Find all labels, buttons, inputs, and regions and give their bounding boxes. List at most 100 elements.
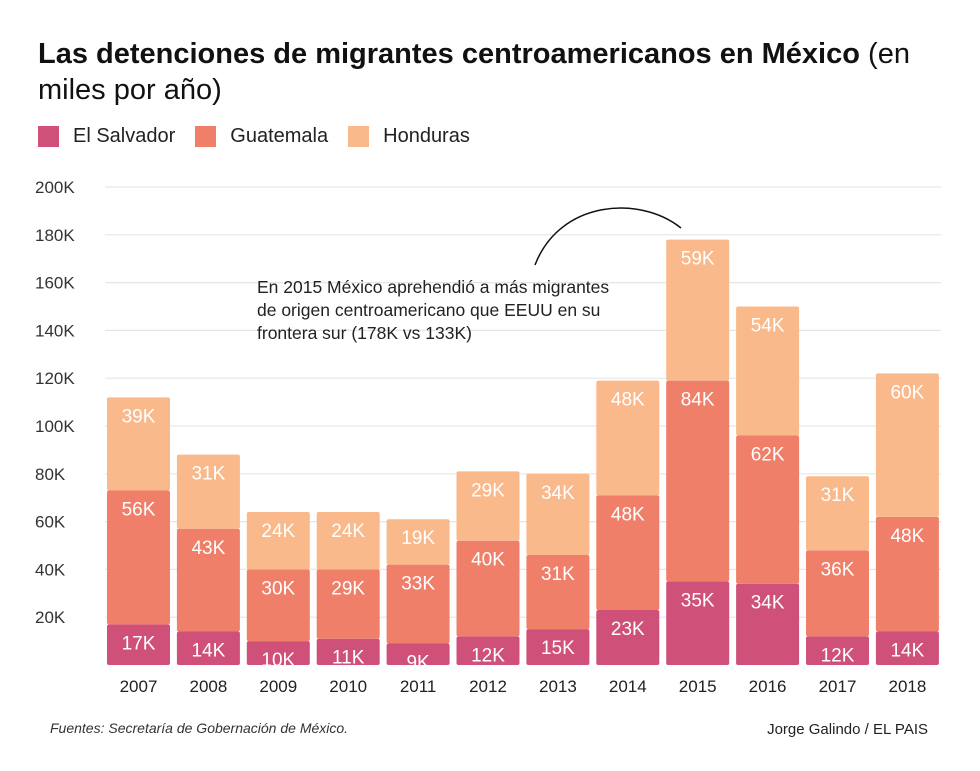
bar-segment (875, 631, 939, 665)
data-label: 39K (122, 406, 156, 427)
bar-segment (875, 516, 939, 632)
data-label: 31K (821, 485, 855, 506)
data-label: 60K (890, 382, 924, 403)
data-label: 14K (890, 641, 924, 662)
bar-segment (666, 380, 730, 582)
data-label: 12K (471, 645, 505, 666)
annotation: En 2015 México aprehendió a más migrante… (257, 277, 610, 343)
bar-segment (316, 512, 380, 570)
credit: Jorge Galindo / EL PAIS (767, 721, 928, 738)
data-label: 30K (261, 578, 295, 599)
data-label: 29K (471, 480, 505, 501)
data-label: 24K (261, 521, 295, 542)
bar-segment (875, 373, 939, 517)
bar-segment (107, 490, 170, 625)
x-tick-label: 2013 (539, 677, 577, 696)
data-label: 48K (890, 526, 924, 547)
data-label: 11K (332, 648, 365, 669)
y-tick-label: 120K (35, 369, 75, 388)
data-label: 12K (821, 645, 855, 666)
data-label: 54K (751, 316, 785, 337)
source-note: Fuentes: Secretaría de Gobernación de Mé… (50, 720, 349, 736)
bar-segment (736, 306, 800, 436)
bar-segment (596, 495, 660, 611)
bar-segment (526, 629, 590, 665)
bar-segment (176, 454, 240, 529)
bar-segment (736, 583, 800, 665)
data-label: 10K (261, 650, 295, 671)
bar-segment (386, 564, 450, 644)
y-tick-label: 20K (35, 608, 66, 627)
x-tick-label: 2016 (749, 677, 787, 696)
legend-item-honduras: Honduras (348, 125, 470, 148)
x-tick-label: 2017 (819, 677, 857, 696)
bar-segment (596, 380, 660, 496)
data-label: 62K (751, 445, 785, 466)
x-tick-label: 2010 (329, 677, 367, 696)
y-tick-label: 40K (35, 560, 66, 579)
x-tick-label: 2007 (120, 677, 158, 696)
legend-item-el-salvador: El Salvador (38, 125, 175, 148)
legend-swatch (348, 126, 370, 147)
y-tick-label: 60K (35, 513, 66, 532)
data-label: 19K (401, 528, 435, 549)
bar-segment (456, 636, 520, 665)
y-tick-label: 180K (35, 226, 75, 245)
bar-segment (806, 476, 869, 551)
y-tick-label: 140K (35, 321, 75, 340)
data-label: 9K (406, 652, 430, 673)
data-label: 34K (751, 593, 785, 614)
bar-segment (596, 610, 660, 665)
bar-segment (806, 550, 869, 637)
x-tick-label: 2012 (469, 677, 507, 696)
data-label: 34K (541, 483, 575, 504)
bar-segment (456, 540, 520, 637)
legend: El Salvador Guatemala Honduras (38, 125, 472, 148)
data-label: 14K (191, 641, 225, 662)
data-label: 24K (331, 521, 365, 542)
bar-segment (246, 569, 310, 642)
data-label: 31K (191, 464, 225, 485)
bar-segment (386, 519, 450, 565)
chart-subtitle: (en miles por año) (38, 38, 910, 106)
bar-segment (316, 638, 380, 665)
bar-segment (246, 641, 310, 665)
bar-segment (666, 239, 730, 381)
bar-segment (176, 528, 240, 632)
x-tick-label: 2009 (259, 677, 297, 696)
x-tick-label: 2014 (609, 677, 647, 696)
legend-item-guatemala: Guatemala (195, 125, 328, 148)
bar-segment (526, 473, 590, 556)
data-label: 17K (122, 633, 156, 654)
data-label: 40K (471, 550, 505, 571)
y-tick-label: 200K (35, 178, 75, 197)
data-label: 31K (541, 564, 575, 585)
bar-segment (107, 397, 170, 491)
data-label: 48K (611, 390, 645, 411)
chart-title: Las detenciones de migrantes centroameri… (38, 38, 910, 106)
y-tick-label: 100K (35, 417, 75, 436)
data-label: 29K (331, 578, 365, 599)
data-label: 23K (611, 619, 645, 640)
bar-segment (456, 471, 520, 541)
bar-segment (806, 636, 869, 665)
bar-segment (176, 631, 240, 665)
bar-segment (386, 643, 450, 665)
legend-swatch (195, 126, 217, 147)
bar-segment (736, 435, 800, 584)
x-tick-label: 2008 (189, 677, 227, 696)
data-label: 84K (681, 390, 715, 411)
x-tick-label: 2018 (888, 677, 926, 696)
x-tick-label: 2011 (400, 677, 437, 696)
bar-segment (316, 569, 380, 639)
data-label: 15K (541, 638, 575, 659)
bar-segment (526, 555, 590, 630)
legend-swatch (38, 126, 59, 147)
data-label: 48K (611, 504, 645, 525)
annotation-arrow (534, 207, 682, 266)
data-label: 43K (191, 538, 225, 559)
x-tick-label: 2015 (679, 677, 717, 696)
bar-segment (666, 581, 730, 665)
